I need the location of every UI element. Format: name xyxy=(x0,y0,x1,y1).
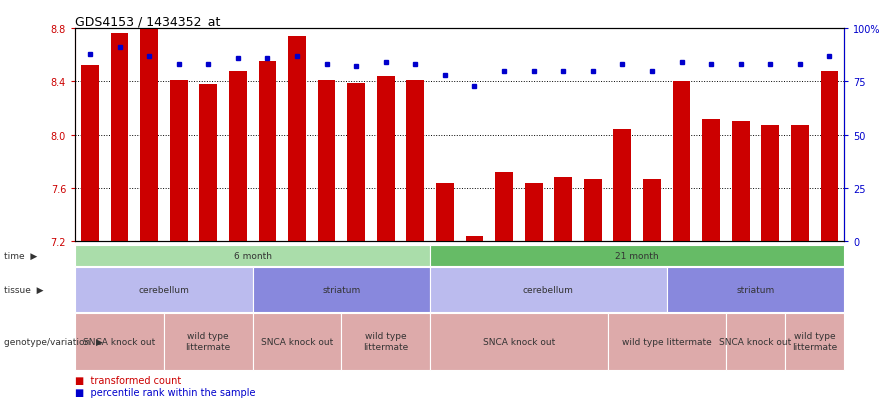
Bar xyxy=(584,179,602,242)
Bar xyxy=(164,313,253,370)
Bar xyxy=(377,77,394,242)
Text: wild type littermate: wild type littermate xyxy=(621,337,712,346)
Bar xyxy=(253,313,341,370)
Text: SNCA knock out: SNCA knock out xyxy=(261,337,333,346)
Text: tissue  ▶: tissue ▶ xyxy=(4,285,44,294)
Bar xyxy=(554,178,572,242)
Bar xyxy=(170,81,187,242)
Text: 6 month: 6 month xyxy=(233,252,271,261)
Bar xyxy=(288,37,306,242)
Bar xyxy=(431,268,667,312)
Bar xyxy=(258,62,277,242)
Bar xyxy=(613,130,631,242)
Text: 21 month: 21 month xyxy=(615,252,659,261)
Bar xyxy=(732,122,750,242)
Text: cerebellum: cerebellum xyxy=(139,285,189,294)
Bar xyxy=(607,313,726,370)
Text: wild type
littermate: wild type littermate xyxy=(186,332,231,351)
Text: time  ▶: time ▶ xyxy=(4,252,38,261)
Bar xyxy=(141,29,158,242)
Bar xyxy=(791,126,809,242)
Bar xyxy=(525,183,543,242)
Bar xyxy=(702,119,720,242)
Bar xyxy=(785,313,844,370)
Bar xyxy=(75,313,164,370)
Text: ■  percentile rank within the sample: ■ percentile rank within the sample xyxy=(75,387,255,397)
Bar xyxy=(673,82,690,242)
Text: SNCA knock out: SNCA knock out xyxy=(720,337,791,346)
Bar xyxy=(317,81,335,242)
Bar xyxy=(200,85,217,242)
Bar xyxy=(431,313,607,370)
Text: striatum: striatum xyxy=(323,285,361,294)
Bar xyxy=(431,246,844,266)
Bar xyxy=(761,126,779,242)
Text: cerebellum: cerebellum xyxy=(523,285,574,294)
Bar xyxy=(110,34,128,242)
Text: SNCA knock out: SNCA knock out xyxy=(83,337,156,346)
Bar xyxy=(466,236,484,242)
Bar xyxy=(820,71,838,242)
Bar xyxy=(75,268,253,312)
Text: ■  transformed count: ■ transformed count xyxy=(75,375,181,385)
Text: GDS4153 / 1434352_at: GDS4153 / 1434352_at xyxy=(75,15,220,28)
Bar xyxy=(407,81,424,242)
Text: striatum: striatum xyxy=(736,285,774,294)
Bar xyxy=(436,183,453,242)
Bar xyxy=(726,313,785,370)
Text: wild type
littermate: wild type littermate xyxy=(792,332,837,351)
Bar xyxy=(347,83,365,242)
Bar xyxy=(253,268,431,312)
Bar xyxy=(75,246,431,266)
Bar xyxy=(495,173,513,242)
Bar xyxy=(667,268,844,312)
Text: genotype/variation  ▶: genotype/variation ▶ xyxy=(4,337,103,346)
Bar xyxy=(643,179,661,242)
Bar xyxy=(229,71,247,242)
Bar xyxy=(81,66,99,242)
Bar xyxy=(341,313,431,370)
Text: wild type
littermate: wild type littermate xyxy=(363,332,408,351)
Text: SNCA knock out: SNCA knock out xyxy=(483,337,555,346)
